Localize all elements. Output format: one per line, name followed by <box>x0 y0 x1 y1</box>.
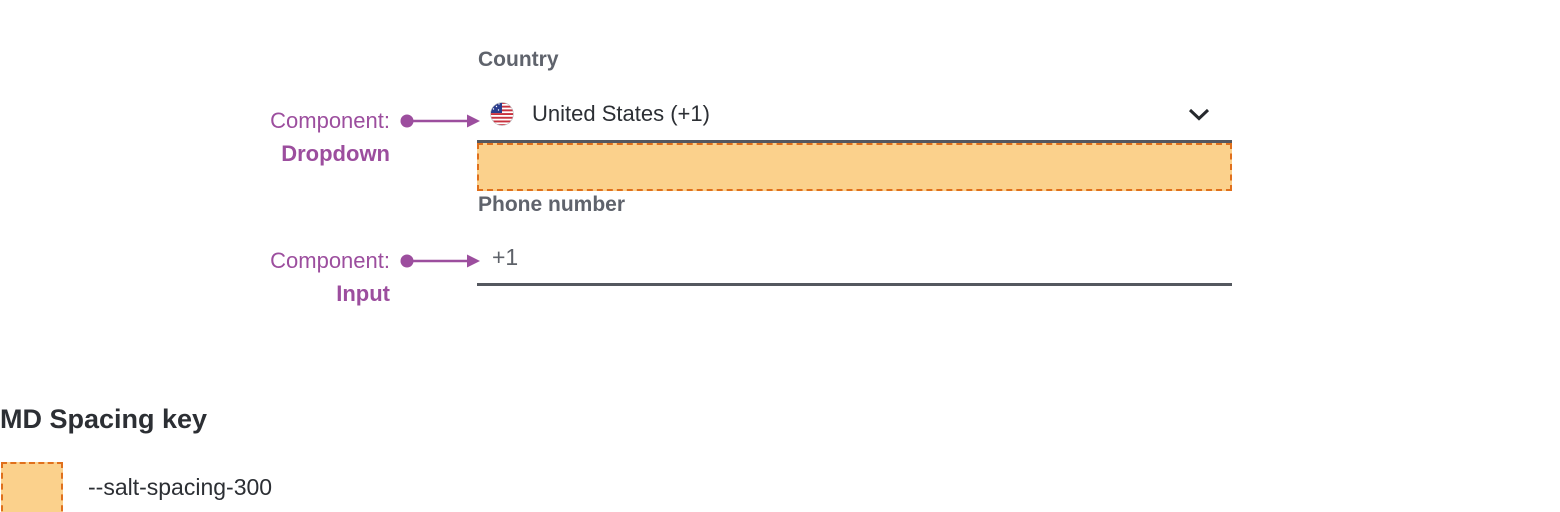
country-dropdown[interactable]: United States (+1) <box>477 88 1232 143</box>
annotation-prefix: Component: <box>270 108 390 133</box>
annotation-prefix: Component: <box>270 248 390 273</box>
annotation-component-name: Dropdown <box>281 141 390 166</box>
spacing-key-swatch <box>1 462 63 512</box>
annotation-arrow-icon <box>400 114 480 128</box>
annotation-component-name: Input <box>336 281 390 306</box>
chevron-down-icon <box>1188 108 1210 121</box>
country-field-label: Country <box>478 48 559 71</box>
country-dropdown-value: United States (+1) <box>532 101 710 126</box>
phone-field-label: Phone number <box>478 193 626 216</box>
phone-number-input[interactable] <box>477 232 1232 286</box>
us-flag-icon <box>490 102 514 126</box>
spacing-key-token: --salt-spacing-300 <box>88 474 273 500</box>
spacing-key-title: MD Spacing key <box>0 404 208 434</box>
spacing-overlay-block <box>477 143 1232 191</box>
annotation-arrow-icon <box>400 254 480 268</box>
annotation-dropdown: Component: Dropdown <box>270 104 390 170</box>
annotation-input: Component: Input <box>270 244 390 310</box>
